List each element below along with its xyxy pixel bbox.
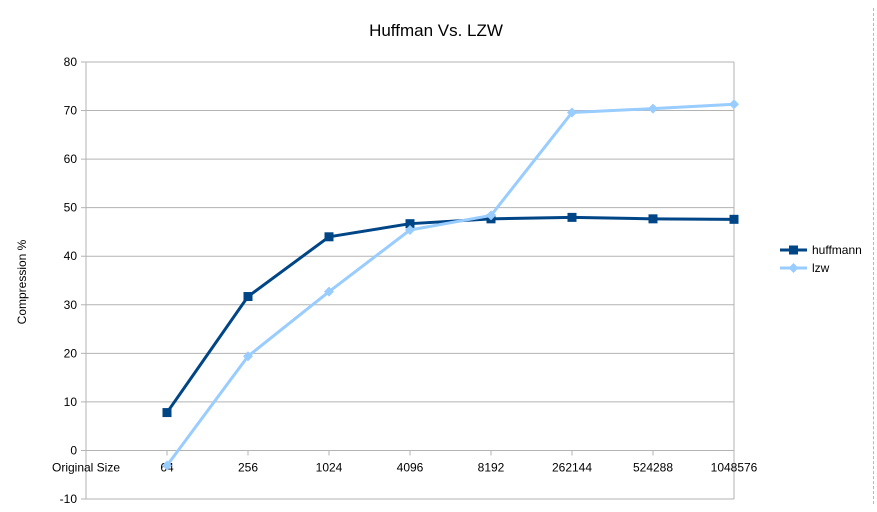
data-point-lzw [243, 351, 253, 362]
x-tick-label: 524288 [633, 460, 673, 474]
page-edge-divider [873, 8, 874, 504]
data-point-lzw [405, 225, 415, 236]
x-tick-label: 4096 [397, 460, 424, 474]
x-tick-label: 1048576 [711, 460, 758, 474]
y-tick-label: 50 [64, 201, 78, 215]
y-tick-labels: -10 0 10 20 30 40 50 60 70 80 [60, 55, 78, 506]
data-point-lzw [162, 460, 172, 471]
x-tick-labels: Original Size642561024409681922621445242… [52, 460, 758, 474]
x-tick-label: 262144 [552, 460, 592, 474]
y-axis-title: Compression % [15, 239, 29, 324]
legend-label-huffmann: huffmann [812, 243, 862, 257]
x-tick-label: Original Size [52, 460, 120, 474]
data-point-huffmann [405, 219, 415, 229]
series-line-huffmann [165, 215, 735, 414]
grid-lines [86, 61, 734, 500]
data-point-lzw [324, 286, 334, 297]
chart-title: Huffman Vs. LZW [369, 21, 503, 40]
data-point-lzw [486, 210, 496, 221]
y-tick-label: 10 [64, 395, 78, 409]
data-point-lzw [567, 107, 577, 118]
data-point-lzw [648, 103, 658, 114]
legend: huffmann lzw [780, 243, 862, 275]
data-point-huffmann [648, 214, 658, 224]
legend-label-lzw: lzw [812, 261, 830, 275]
legend-marker-huffmann [789, 245, 798, 255]
x-tick-label: 256 [238, 460, 258, 474]
x-tick-label: 1024 [316, 460, 343, 474]
series-line-lzw [165, 102, 735, 467]
axes [81, 61, 735, 500]
data-point-huffmann [324, 232, 334, 242]
y-tick-label: 30 [64, 298, 78, 312]
y-tick-label: 0 [70, 443, 77, 457]
y-tick-label: 20 [64, 346, 78, 360]
y-tick-label: 70 [64, 104, 78, 118]
y-tick-label: -10 [60, 492, 78, 506]
y-tick-label: 60 [64, 152, 78, 166]
data-point-huffmann [243, 292, 253, 302]
series-group [162, 99, 739, 471]
x-tick-label: 8192 [478, 460, 505, 474]
y-tick-label: 40 [64, 249, 78, 263]
y-tick-label: 80 [64, 55, 78, 69]
data-point-huffmann [162, 408, 172, 418]
legend-marker-lzw [788, 263, 799, 273]
data-point-lzw [729, 99, 739, 110]
data-point-huffmann [729, 214, 739, 224]
data-point-huffmann [567, 212, 577, 222]
